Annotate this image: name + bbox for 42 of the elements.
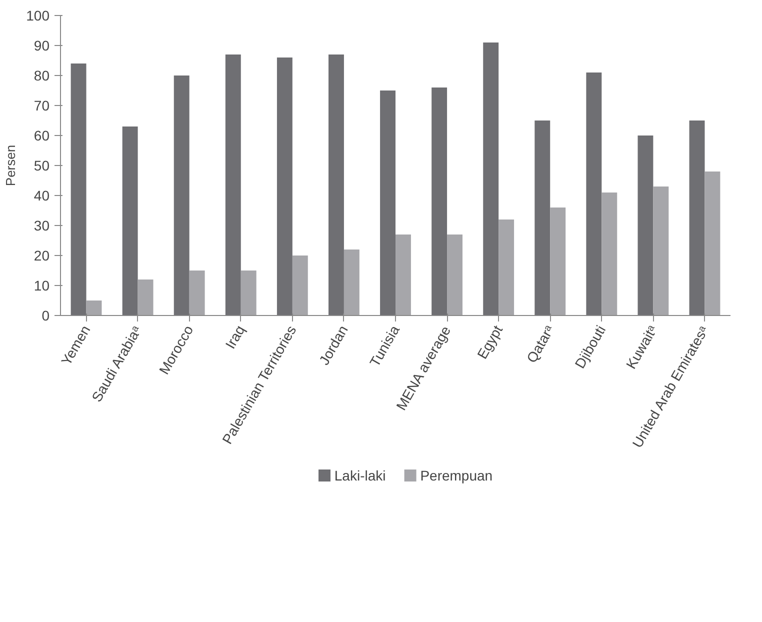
bar xyxy=(240,270,256,316)
legend-label: Laki-laki xyxy=(334,468,386,484)
y-tick-label: 60 xyxy=(34,128,50,144)
bar xyxy=(70,64,86,316)
bar xyxy=(380,90,396,316)
y-tick-label: 80 xyxy=(34,68,50,84)
y-tick-label: 30 xyxy=(34,218,50,234)
bar xyxy=(276,58,292,316)
bar xyxy=(396,234,411,316)
bar xyxy=(138,280,154,316)
bar xyxy=(704,172,720,316)
bar xyxy=(483,42,499,316)
bar xyxy=(292,256,308,316)
y-tick-label: 70 xyxy=(34,98,50,114)
y-tick-label: 10 xyxy=(34,278,50,294)
y-tick-label: 20 xyxy=(34,248,50,264)
bar xyxy=(586,72,602,316)
bar xyxy=(602,192,618,316)
y-tick-label: 100 xyxy=(26,8,50,24)
bar xyxy=(550,208,566,316)
legend-label: Perempuan xyxy=(420,468,493,484)
bar xyxy=(534,120,550,316)
bar xyxy=(344,250,360,316)
bar xyxy=(328,54,344,316)
bar xyxy=(189,270,205,316)
bar xyxy=(498,220,514,316)
x-tick-label: Iraq xyxy=(222,322,248,352)
y-tick-label: 0 xyxy=(42,308,50,324)
bar xyxy=(638,136,654,316)
bar xyxy=(653,186,669,316)
y-axis-title: Persen xyxy=(3,144,18,186)
y-tick-label: 50 xyxy=(34,158,50,174)
y-tick-label: 90 xyxy=(34,38,50,54)
y-tick-label: 40 xyxy=(34,188,50,204)
bar xyxy=(174,76,190,316)
bar xyxy=(432,88,448,316)
bar xyxy=(689,120,705,316)
bar xyxy=(122,126,138,316)
bar xyxy=(225,54,241,316)
bar xyxy=(447,234,462,316)
bar xyxy=(86,300,102,316)
x-tick-label: Qatarᵃ xyxy=(523,322,558,366)
